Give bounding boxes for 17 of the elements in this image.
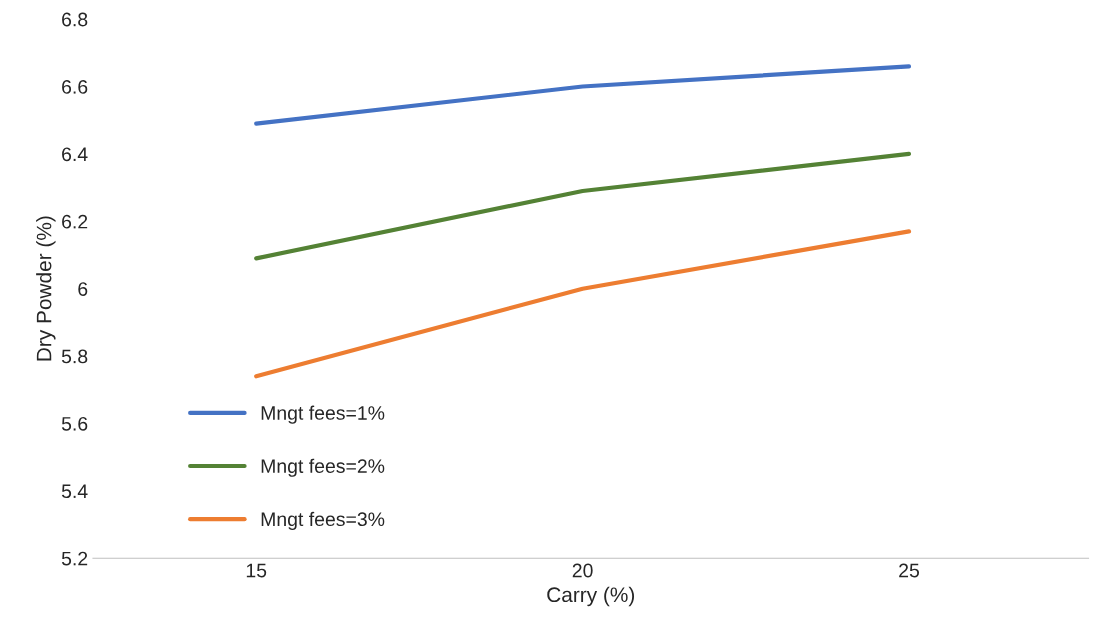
legend-label: Mngt fees=2% bbox=[261, 458, 385, 477]
y-axis-title: Dry Powder (%) bbox=[36, 216, 56, 361]
y-tick-label: 6.4 bbox=[62, 147, 88, 162]
y-tick-label: 5.6 bbox=[61, 416, 88, 431]
legend-label: Mngt fees=3% bbox=[261, 511, 385, 530]
y-tick-label: 6.2 bbox=[62, 214, 88, 229]
y-tick-label: 5.8 bbox=[61, 349, 88, 364]
x-axis-title: Carry (%) bbox=[547, 586, 635, 607]
y-tick-label: 6.6 bbox=[62, 80, 88, 94]
y-tick-label: 5.4 bbox=[61, 484, 88, 499]
y-tick-label: 6 bbox=[78, 282, 88, 296]
x-tick-label: 20 bbox=[572, 563, 593, 578]
x-tick-label: 15 bbox=[246, 563, 267, 578]
y-tick-label: 6.8 bbox=[62, 12, 88, 27]
x-tick-label: 25 bbox=[899, 563, 920, 578]
y-tick-label: 5.2 bbox=[61, 551, 88, 566]
legend-label: Mngt fees=1% bbox=[261, 405, 385, 424]
